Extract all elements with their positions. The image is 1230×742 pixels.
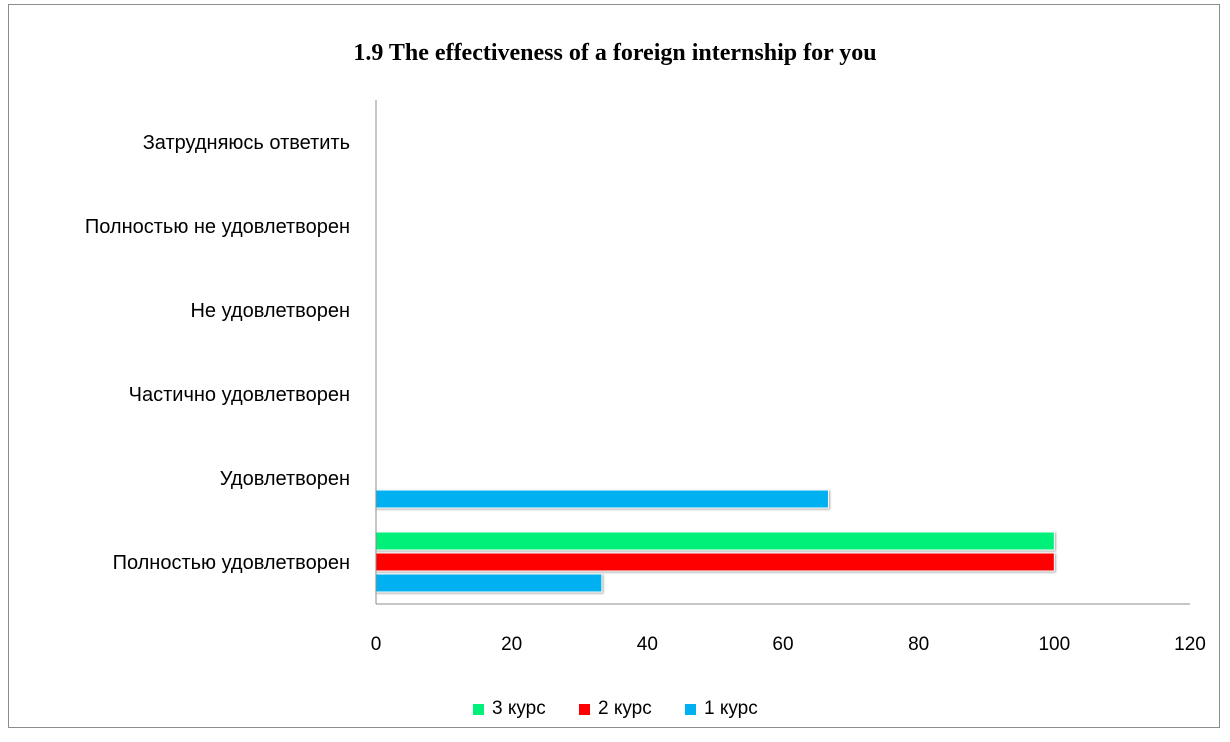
x-tick-label: 60 xyxy=(772,634,793,655)
legend-item: 2 курс xyxy=(579,698,652,720)
category-label: Полностью не удовлетворен xyxy=(85,216,350,238)
chart-title: 1.9 The effectiveness of a foreign inter… xyxy=(353,40,877,66)
category-label: Частично удовлетворен xyxy=(129,384,350,406)
x-tick-label: 20 xyxy=(501,634,522,655)
bar xyxy=(375,489,829,509)
x-tick-labels: 0 20 40 60 80 100 120 xyxy=(371,634,1206,655)
legend-label: 2 курс xyxy=(598,698,652,719)
bar xyxy=(375,531,1055,551)
legend-swatch xyxy=(473,703,484,715)
x-tick-label: 100 xyxy=(1038,634,1070,655)
legend-label: 3 курс xyxy=(492,698,546,719)
category-label: Затрудняюсь ответить xyxy=(143,132,350,154)
bar xyxy=(375,573,603,593)
category-labels: Полностью удовлетворен Удовлетворен Частич… xyxy=(85,132,350,574)
legend: 3 курс 2 курс 1 курс xyxy=(0,698,1230,742)
x-tick-label: 120 xyxy=(1174,634,1206,655)
chart-frame xyxy=(8,4,1220,728)
bars-layer xyxy=(375,489,1055,593)
x-tick-label: 80 xyxy=(908,634,929,655)
bar xyxy=(375,552,1055,572)
category-label: Удовлетворен xyxy=(220,468,350,490)
category-label: Полностью удовлетворен xyxy=(113,552,350,574)
legend-swatch xyxy=(685,703,696,715)
legend-item: 1 курс xyxy=(685,698,758,720)
x-tick-label: 0 xyxy=(371,634,382,655)
category-label: Не удовлетворен xyxy=(190,300,350,322)
legend-label: 1 курс xyxy=(704,698,758,719)
x-tick-label: 40 xyxy=(637,634,658,655)
legend-item: 3 курс xyxy=(473,698,546,720)
legend-swatch xyxy=(579,703,590,715)
